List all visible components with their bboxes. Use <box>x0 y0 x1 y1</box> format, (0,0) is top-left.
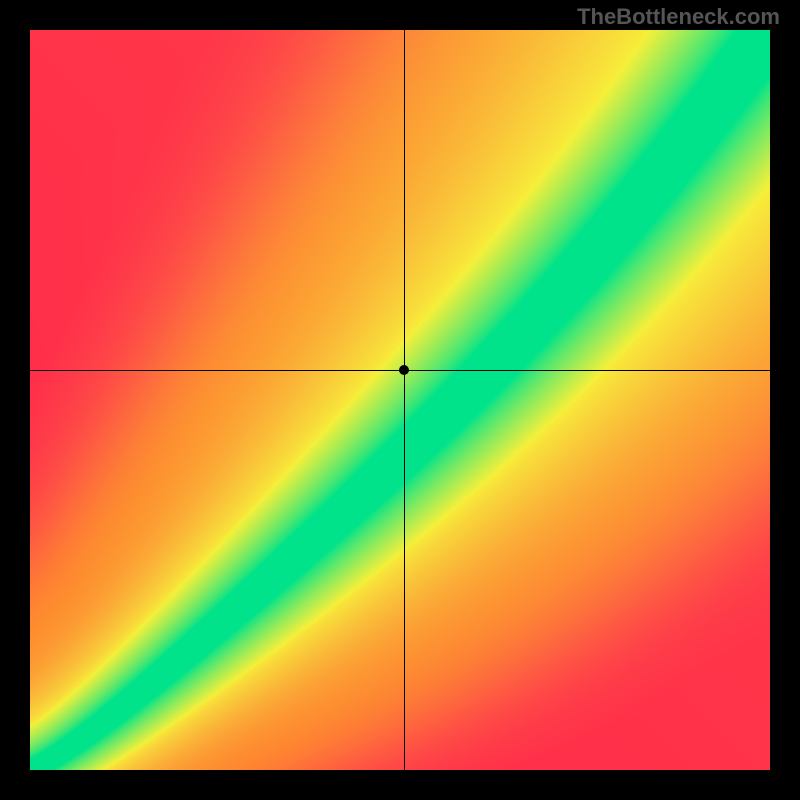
plot-area <box>30 30 770 770</box>
crosshair-vertical <box>404 30 405 770</box>
watermark-text: TheBottleneck.com <box>577 4 780 30</box>
bottleneck-heatmap <box>30 30 770 770</box>
figure-container: TheBottleneck.com <box>0 0 800 800</box>
crosshair-marker-dot <box>399 365 409 375</box>
